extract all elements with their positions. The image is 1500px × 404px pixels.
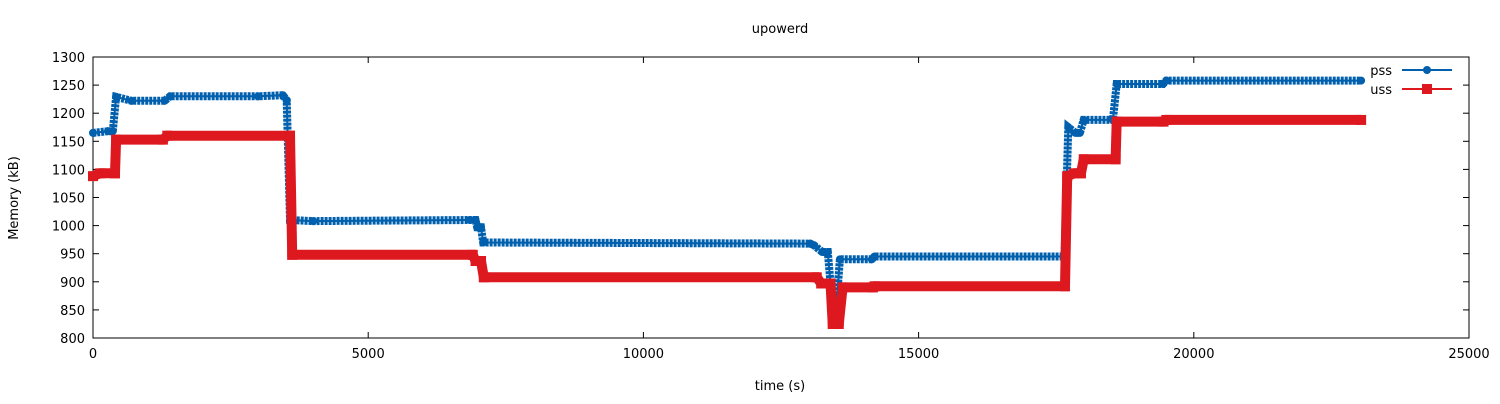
pss-point xyxy=(309,217,318,226)
y-tick-label: 850 xyxy=(60,304,85,319)
pss-point xyxy=(471,215,480,224)
y-tick-label: 950 xyxy=(60,248,85,263)
legend-entry-uss: uss xyxy=(1370,83,1452,98)
pss-point xyxy=(810,241,819,250)
x-tick-label: 25000 xyxy=(1448,347,1489,362)
uss-point xyxy=(467,249,478,260)
y-tick-label: 1250 xyxy=(52,79,85,94)
pss-point xyxy=(1064,123,1073,132)
pss-point xyxy=(835,255,844,264)
y-tick-label: 1150 xyxy=(52,135,85,150)
uss-point xyxy=(869,281,880,292)
y-tick-label: 1300 xyxy=(52,51,85,66)
pss-point xyxy=(166,92,175,101)
y-tick-label: 1000 xyxy=(52,220,85,235)
uss-point xyxy=(1069,168,1080,179)
pss-point xyxy=(1162,76,1171,85)
pss-point xyxy=(1112,79,1121,88)
y-axis-label: Memory (kB) xyxy=(7,156,22,240)
uss-point xyxy=(88,171,98,182)
pss-point xyxy=(479,238,488,247)
uss-point xyxy=(827,318,838,329)
y-tick-label: 1200 xyxy=(52,107,85,122)
legend-entry-pss: pss xyxy=(1370,64,1452,79)
uss-point xyxy=(1161,114,1172,125)
uss-point xyxy=(1060,281,1071,292)
pss-point xyxy=(108,127,117,136)
legend-marker xyxy=(1423,66,1431,74)
uss-point xyxy=(285,130,296,141)
pss-point xyxy=(1079,115,1088,124)
chart-title: upowerd xyxy=(752,22,808,37)
x-tick-label: 5000 xyxy=(352,347,385,362)
uss-point xyxy=(287,249,298,260)
x-tick-label: 20000 xyxy=(1173,347,1214,362)
uss-point xyxy=(1075,168,1086,179)
x-tick-label: 15000 xyxy=(898,347,939,362)
uss-point xyxy=(478,272,489,283)
plot-frame xyxy=(92,56,1470,339)
legend-marker xyxy=(1422,84,1432,94)
x-tick-label: 10000 xyxy=(623,347,664,362)
pss-point xyxy=(870,252,879,261)
legend-label: pss xyxy=(1370,64,1392,79)
uss-point xyxy=(1356,114,1367,125)
uss-point xyxy=(825,278,836,289)
pss-point xyxy=(112,92,121,101)
pss-point xyxy=(1357,76,1366,85)
y-tick-label: 800 xyxy=(60,332,85,347)
uss-point xyxy=(811,272,822,283)
pss-marker-band xyxy=(92,76,1362,300)
uss-point xyxy=(110,168,121,179)
pss-point xyxy=(823,248,832,257)
pss-point xyxy=(466,215,475,224)
series-pss xyxy=(89,76,1366,300)
uss-point xyxy=(1078,154,1089,165)
y-tick-label: 900 xyxy=(60,276,85,291)
pss-point xyxy=(160,96,169,105)
y-tick-label: 1050 xyxy=(52,192,85,207)
legend-label: uss xyxy=(1370,83,1392,98)
uss-point xyxy=(95,168,106,179)
uss-point xyxy=(111,134,122,145)
x-tick-label: 0 xyxy=(89,347,97,362)
uss-point xyxy=(470,256,481,267)
uss-point xyxy=(837,282,848,293)
uss-point xyxy=(816,278,827,289)
uss-point xyxy=(476,256,487,267)
uss-line xyxy=(92,118,1362,325)
pss-point xyxy=(1075,128,1084,137)
y-tick-label: 1100 xyxy=(52,163,85,178)
uss-point xyxy=(833,318,844,329)
uss-marker-band xyxy=(91,114,1362,329)
series-uss xyxy=(88,114,1367,329)
pss-point xyxy=(477,223,486,232)
pss-point xyxy=(89,128,97,137)
x-axis-label: time (s) xyxy=(755,379,805,394)
uss-point xyxy=(1110,154,1121,165)
pss-point xyxy=(127,96,136,105)
pss-point xyxy=(818,248,827,257)
pss-point xyxy=(282,96,291,105)
pss-point xyxy=(254,92,263,101)
uss-point xyxy=(1111,116,1122,127)
uss-point xyxy=(1062,171,1073,182)
uss-point xyxy=(162,130,173,141)
